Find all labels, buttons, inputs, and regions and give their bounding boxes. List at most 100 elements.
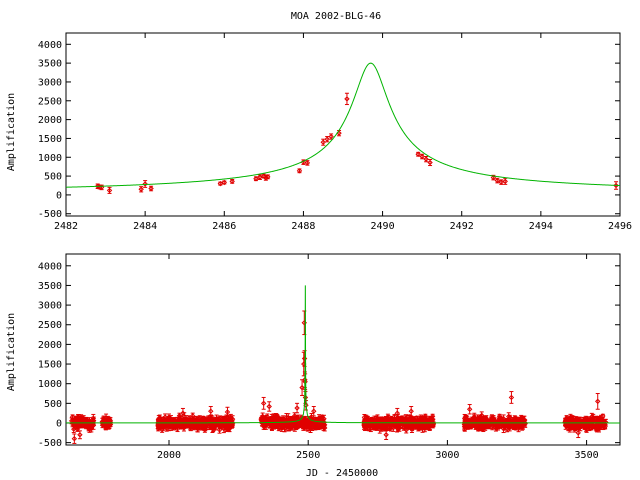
x-tick-label: 3000 bbox=[435, 450, 459, 461]
data-point bbox=[271, 420, 277, 426]
data-point bbox=[148, 185, 154, 192]
data-point bbox=[371, 424, 378, 430]
data-point bbox=[261, 423, 268, 430]
data-point bbox=[195, 426, 201, 432]
data-point bbox=[261, 416, 267, 422]
data-point bbox=[159, 423, 166, 430]
y-tick-label: 3500 bbox=[38, 59, 62, 70]
y-tick-label: 1000 bbox=[38, 379, 62, 390]
model-curve bbox=[66, 62, 620, 188]
data-point bbox=[344, 96, 350, 102]
data-point bbox=[227, 422, 233, 429]
data-point bbox=[274, 415, 280, 422]
x-tick-label: 2486 bbox=[212, 221, 236, 232]
data-point bbox=[176, 416, 183, 422]
y-tick-label: 2500 bbox=[38, 320, 62, 331]
y-tick-label: 4000 bbox=[38, 40, 62, 51]
data-marks bbox=[66, 62, 620, 194]
data-point bbox=[328, 133, 334, 140]
data-point bbox=[321, 416, 327, 422]
x-tick-label: 2496 bbox=[608, 221, 632, 232]
data-point bbox=[368, 423, 374, 429]
data-point bbox=[103, 418, 109, 424]
x-tick-label: 2494 bbox=[529, 221, 553, 232]
chart-title: MOA 2002-BLG-46 bbox=[291, 11, 381, 22]
data-point bbox=[413, 422, 420, 428]
data-point bbox=[85, 422, 92, 428]
data-point bbox=[283, 414, 290, 420]
y-tick-label: 500 bbox=[44, 172, 62, 183]
bottom-panel: -500 0 500 1000 1500 2000 2500 3000 3500 4000 2000… bbox=[38, 253, 621, 461]
data-point bbox=[400, 416, 406, 423]
data-point bbox=[194, 422, 200, 428]
data-point bbox=[265, 174, 271, 180]
x-tick-label: 2492 bbox=[450, 221, 474, 232]
data-point bbox=[363, 422, 369, 428]
y-tick-label: -500 bbox=[38, 438, 62, 449]
data-point bbox=[498, 179, 504, 185]
data-point bbox=[292, 416, 299, 422]
y-tick-label: 0 bbox=[56, 190, 62, 201]
data-point bbox=[174, 422, 181, 428]
data-point bbox=[376, 423, 382, 429]
data-point bbox=[79, 416, 85, 423]
x-tick-label: 2488 bbox=[291, 221, 315, 232]
data-point bbox=[299, 417, 306, 424]
y-tick-label: -500 bbox=[38, 209, 62, 220]
data-point bbox=[388, 425, 394, 431]
x-tick-label: 2000 bbox=[157, 450, 181, 461]
data-point bbox=[300, 423, 306, 429]
data-point bbox=[83, 422, 89, 428]
data-point bbox=[223, 424, 230, 431]
data-point bbox=[182, 419, 189, 425]
data-point bbox=[494, 177, 501, 184]
data-point bbox=[213, 415, 220, 422]
data-point bbox=[304, 160, 311, 166]
data-point bbox=[502, 178, 508, 185]
y-tick-label: 2500 bbox=[38, 96, 62, 107]
data-point bbox=[189, 413, 196, 419]
data-point bbox=[408, 417, 414, 423]
y-tick-label: 1500 bbox=[38, 134, 62, 145]
data-point bbox=[384, 416, 391, 422]
x-tick-label: 2482 bbox=[54, 221, 78, 232]
data-point bbox=[253, 176, 259, 182]
data-point bbox=[320, 421, 327, 427]
data-point bbox=[313, 420, 320, 426]
y-tick-label: 1500 bbox=[38, 360, 62, 371]
data-point bbox=[106, 187, 113, 194]
x-tick-label: 2484 bbox=[133, 221, 157, 232]
y-tick-label: 2000 bbox=[38, 340, 62, 351]
data-point bbox=[229, 178, 235, 185]
x-tick-label: 2500 bbox=[296, 450, 320, 461]
data-point bbox=[221, 179, 227, 186]
y-tick-label: 3000 bbox=[38, 77, 62, 88]
y-tick-label: 2000 bbox=[38, 115, 62, 126]
y-tick-label: 3500 bbox=[38, 281, 62, 292]
data-point bbox=[216, 427, 223, 433]
y-tick-label: 4000 bbox=[38, 261, 62, 272]
data-marks bbox=[66, 285, 620, 444]
data-point bbox=[222, 423, 228, 429]
data-point bbox=[257, 174, 263, 180]
x-tick-label: 3500 bbox=[575, 450, 599, 461]
y-tick-label: 3000 bbox=[38, 301, 62, 312]
data-point bbox=[283, 420, 289, 426]
y-tick-label: 1000 bbox=[38, 153, 62, 164]
data-point bbox=[430, 420, 437, 427]
data-point bbox=[155, 425, 161, 432]
y-tick-label: 500 bbox=[44, 399, 62, 410]
data-point bbox=[296, 168, 303, 174]
data-point bbox=[169, 418, 175, 424]
y-tick-label: 0 bbox=[56, 418, 62, 429]
data-point bbox=[300, 159, 307, 165]
plot-frame bbox=[65, 253, 621, 446]
data-point bbox=[380, 424, 386, 430]
data-point bbox=[278, 420, 284, 426]
x-tick-label: 2490 bbox=[371, 221, 395, 232]
data-point bbox=[138, 186, 144, 192]
data-point bbox=[308, 423, 314, 430]
data-point bbox=[229, 416, 236, 422]
data-point bbox=[162, 414, 168, 420]
